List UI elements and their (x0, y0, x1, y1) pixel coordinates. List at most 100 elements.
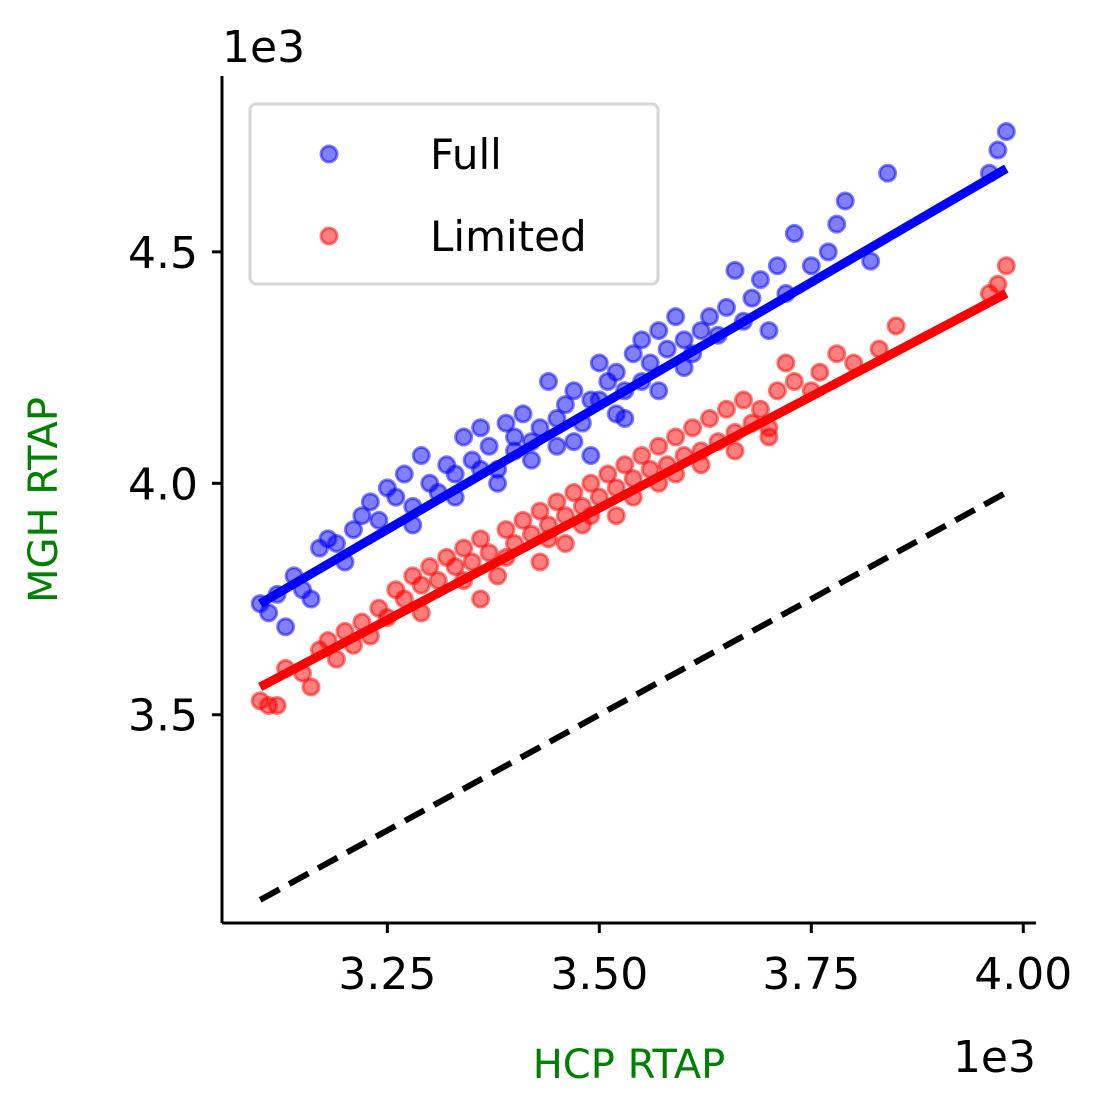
point-limited (666, 427, 686, 447)
point-limited (530, 501, 550, 521)
point-full (767, 256, 787, 276)
point-limited (776, 353, 796, 373)
point-limited (581, 473, 601, 493)
point-full (326, 533, 346, 553)
point-limited (479, 543, 499, 563)
point-limited (513, 510, 533, 530)
x-axis-label: HCP RTAP (533, 1042, 726, 1088)
fit-lines-layer (257, 164, 1009, 691)
point-full (276, 617, 296, 637)
legend-entries: Full Limited (319, 130, 587, 261)
point-limited (886, 316, 906, 336)
point-full (479, 436, 499, 456)
point-limited (615, 455, 635, 475)
point-limited (717, 399, 737, 419)
fit-line-full (257, 164, 1009, 608)
point-limited (267, 695, 287, 715)
point-limited (530, 552, 550, 572)
point-limited (496, 520, 516, 540)
legend-marker-full (319, 144, 339, 164)
x-offset-text: 1e3 (953, 1032, 1036, 1083)
point-limited (606, 506, 626, 526)
point-full (657, 339, 677, 359)
point-full (496, 413, 516, 433)
x-axis-ticks: 3.25 3.50 3.75 4.00 (338, 923, 1072, 1000)
point-full (640, 353, 660, 373)
point-full (513, 404, 533, 424)
point-full (343, 520, 363, 540)
point-full (589, 353, 609, 373)
point-full (835, 191, 855, 211)
reference-line (258, 489, 1008, 903)
point-limited (547, 492, 567, 512)
x-tick-label: 3.50 (550, 949, 648, 1000)
point-full (861, 251, 881, 271)
point-full (555, 395, 575, 415)
point-full (649, 381, 669, 401)
point-limited (700, 409, 720, 429)
legend: Full Limited (248, 102, 660, 286)
point-limited (632, 446, 652, 466)
point-full (801, 256, 821, 276)
point-full (471, 418, 491, 438)
point-full (996, 122, 1016, 142)
point-limited (683, 418, 703, 438)
legend-marker-limited (319, 226, 339, 246)
point-full (259, 603, 279, 623)
point-full (547, 436, 567, 456)
legend-frame (248, 102, 660, 286)
y-tick-label: 4.0 (128, 459, 198, 510)
point-limited (988, 274, 1008, 294)
point-full (454, 427, 474, 447)
x-tick-label: 3.75 (762, 949, 860, 1000)
point-limited (462, 552, 482, 572)
point-limited (598, 464, 618, 484)
point-full (623, 344, 643, 364)
y-offset-text: 1e3 (222, 22, 305, 73)
point-full (564, 432, 584, 452)
point-full (878, 163, 898, 183)
point-full (827, 214, 847, 234)
point-full (632, 330, 652, 350)
point-full (988, 140, 1008, 160)
point-limited (733, 390, 753, 410)
y-axis-label: MGH RTAP (21, 397, 67, 603)
point-full (411, 446, 431, 466)
point-limited (411, 575, 431, 595)
point-full (750, 270, 770, 290)
point-limited (420, 557, 440, 577)
point-limited (555, 533, 575, 553)
x-tick-label: 4.00 (974, 949, 1072, 1000)
point-full (725, 260, 745, 280)
point-full (818, 242, 838, 262)
point-full (666, 307, 686, 327)
point-full (352, 506, 372, 526)
point-full (521, 450, 541, 470)
y-axis-ticks: 3.5 4.0 4.5 (128, 228, 222, 742)
point-limited (488, 566, 508, 586)
legend-label-limited: Limited (430, 212, 587, 261)
point-full (488, 473, 508, 493)
point-limited (996, 256, 1016, 276)
point-full (784, 223, 804, 243)
point-limited (810, 362, 830, 382)
point-full (674, 330, 694, 350)
point-full (301, 589, 321, 609)
point-limited (445, 557, 465, 577)
point-full (742, 288, 762, 308)
point-full (606, 362, 626, 382)
point-limited (827, 344, 847, 364)
point-full (564, 381, 584, 401)
y-tick-label: 3.5 (128, 691, 198, 742)
plot-area (250, 122, 1016, 903)
point-limited (564, 483, 584, 503)
point-full (369, 510, 389, 530)
point-full (360, 492, 380, 512)
y-tick-label: 4.5 (128, 228, 198, 279)
point-limited (471, 529, 491, 549)
point-full (538, 371, 558, 391)
point-limited (784, 371, 804, 391)
point-limited (301, 677, 321, 697)
point-full (759, 321, 779, 341)
